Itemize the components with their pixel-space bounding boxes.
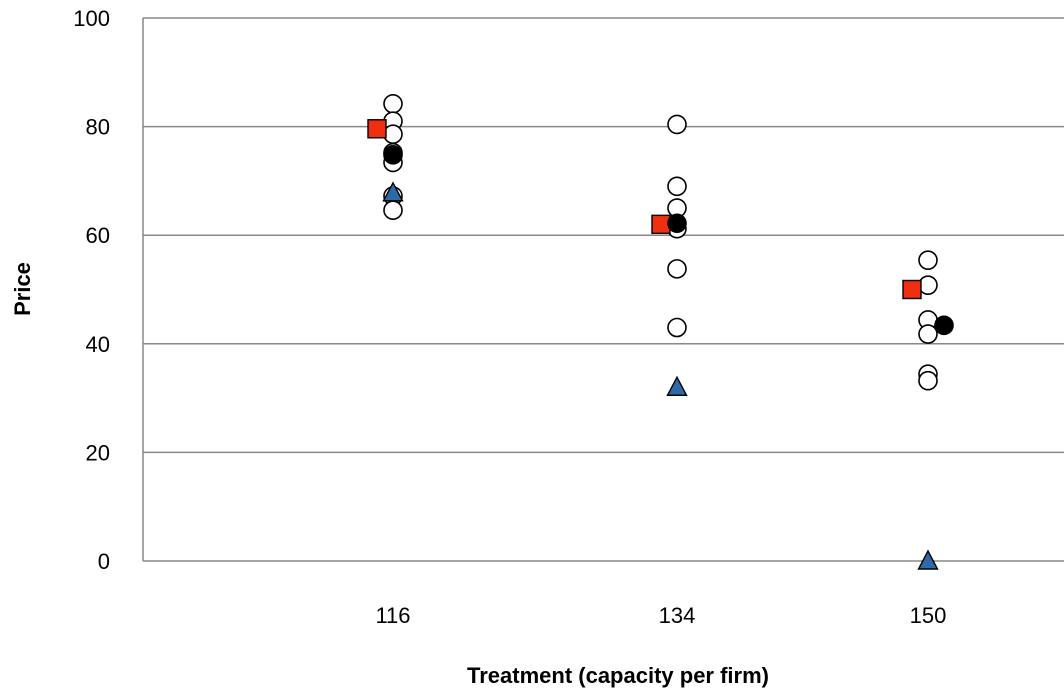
open-circle-point (918, 370, 938, 391)
y-tick-label: 100 (73, 6, 110, 31)
open-circle-point (383, 124, 403, 145)
x-tick-label: 116 (375, 603, 410, 628)
x-tick-labels: 116 134 150 (375, 603, 946, 628)
open-circle-point (667, 259, 687, 279)
open-circle-point (918, 275, 938, 295)
triangle-point (382, 181, 404, 202)
triangle-point (917, 549, 939, 570)
y-tick-labels: 0 20 40 60 80 100 (73, 6, 110, 574)
square-point (902, 279, 922, 300)
x-tick-label: 150 (910, 603, 947, 628)
y-tick-label: 60 (86, 223, 110, 248)
x-axis-title: Treatment (capacity per firm) (467, 663, 769, 688)
open-circle-point (383, 200, 403, 221)
open-circle-point (667, 176, 687, 197)
data-markers (367, 93, 954, 570)
open-circle-point (918, 324, 938, 344)
gridlines (143, 17, 1064, 562)
y-tick-label: 40 (86, 332, 110, 357)
open-circle-point (667, 114, 687, 135)
filled-circle-point (667, 213, 687, 234)
triangle-point (666, 375, 688, 396)
square-point (367, 119, 387, 139)
open-circle-point (918, 250, 938, 270)
open-circle-point (667, 317, 687, 338)
x-tick-label: 134 (659, 603, 696, 628)
filled-circle-point (934, 315, 954, 336)
y-axis-title: Price (10, 262, 35, 316)
y-tick-label: 80 (86, 115, 110, 140)
filled-circle-point (383, 145, 403, 165)
y-tick-label: 20 (86, 440, 110, 465)
open-circle-point (383, 93, 403, 114)
y-tick-label: 0 (98, 549, 110, 574)
